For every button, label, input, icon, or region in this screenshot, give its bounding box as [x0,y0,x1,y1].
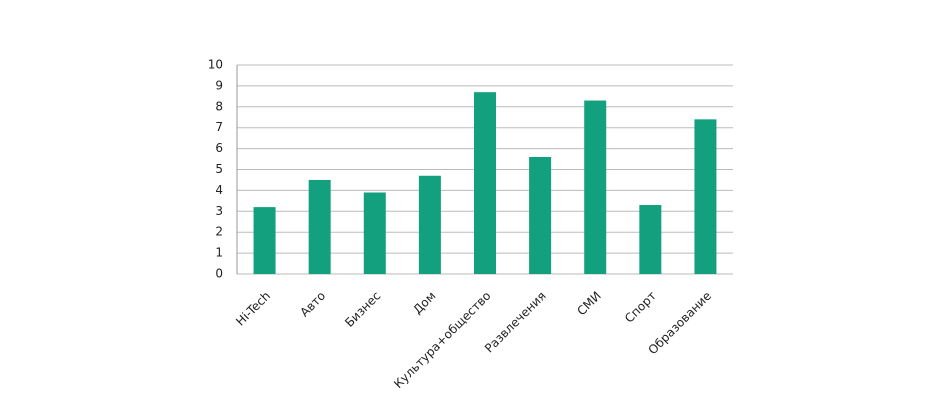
x-tick-label: Бизнес [342,289,383,330]
y-tick-label: 5 [215,162,223,176]
y-tick-label: 2 [215,225,223,239]
y-tick-label: 0 [215,267,223,281]
x-tick-label: Hi-Tech [233,289,273,329]
x-tick-label: Авто [297,289,328,320]
x-tick-label: Спорт [622,289,659,326]
bar [253,207,276,274]
bar [529,156,552,274]
y-tick-label: 4 [215,183,223,197]
y-tick-label: 8 [215,99,223,113]
y-tick-label: 3 [215,204,223,218]
bar [308,179,331,274]
x-tick-label: Дом [410,289,438,317]
y-tick-label: 6 [215,141,223,155]
bar [363,192,386,274]
bar [694,119,717,274]
y-tick-label: 10 [208,58,223,72]
bar [584,100,607,274]
y-tick-label: 9 [215,78,223,92]
x-tick-label: СМИ [574,289,603,318]
y-tick-label: 7 [215,120,223,134]
y-tick-label: 1 [215,246,223,260]
bar [418,175,441,274]
bar [474,92,496,274]
x-tick-label: Культура+общество [391,289,493,391]
bar [639,205,662,274]
